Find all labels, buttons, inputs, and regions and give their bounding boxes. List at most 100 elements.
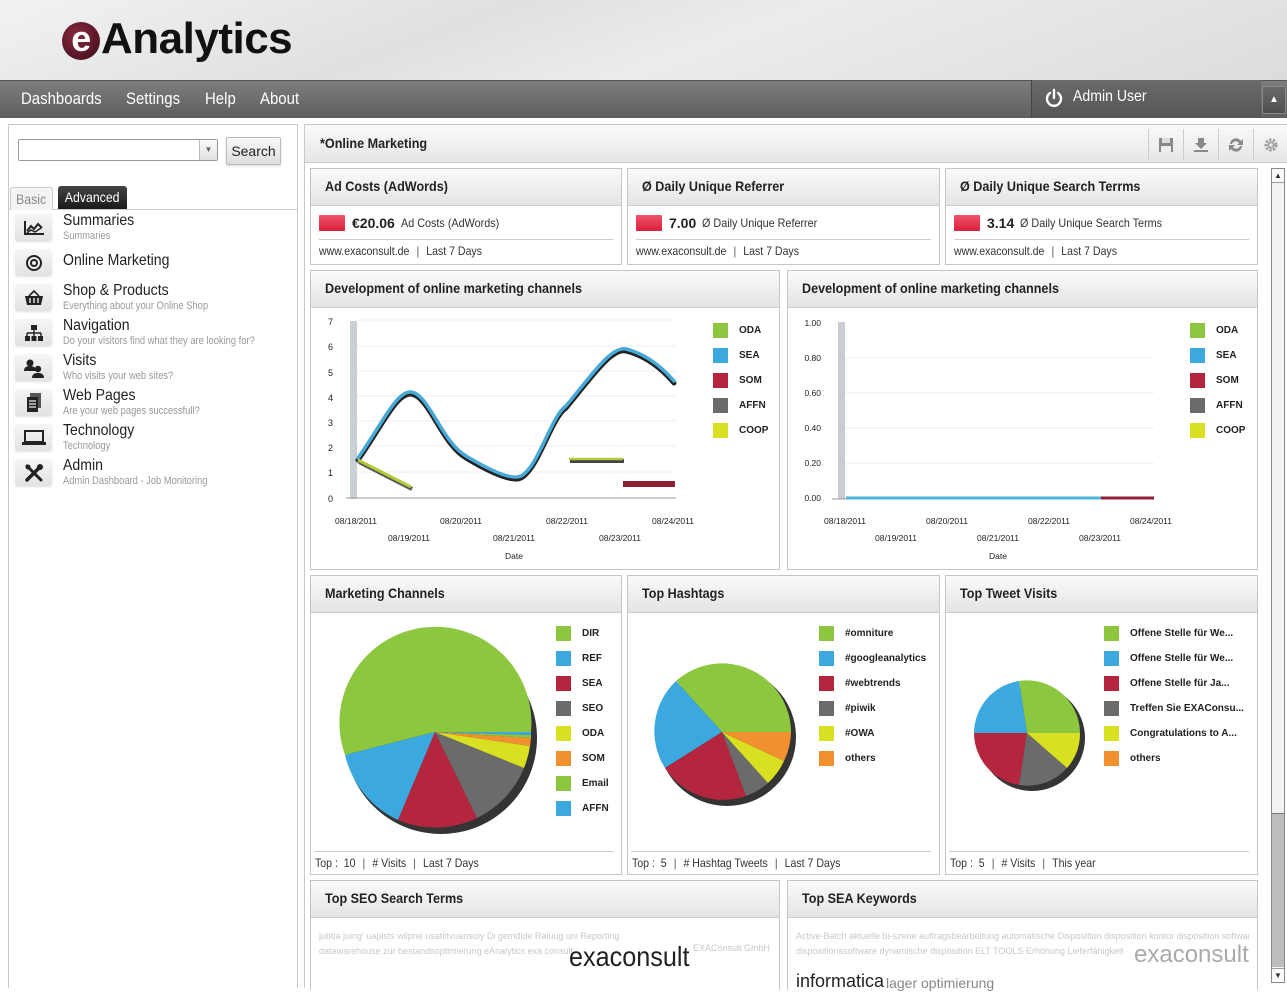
legend-item[interactable]: Offene Stelle für We...: [1104, 646, 1244, 671]
nav-about[interactable]: About: [260, 89, 300, 108]
legend-item[interactable]: Congratulations to A...: [1104, 721, 1244, 746]
sidebar: ▼ Search Basic Advanced Summaries Summar…: [8, 124, 298, 988]
legend-item[interactable]: Email: [556, 771, 609, 796]
app-logo[interactable]: e Analytics: [62, 14, 293, 64]
swatch-icon: [819, 751, 834, 766]
legend-item[interactable]: SEA: [556, 671, 609, 696]
swatch-icon: [1104, 651, 1119, 666]
sidebar-item-title: Navigation: [63, 317, 130, 334]
save-button[interactable]: [1148, 129, 1182, 160]
legend-item[interactable]: #googleanalytics: [819, 646, 926, 671]
nav-dashboards[interactable]: Dashboards: [21, 89, 102, 108]
sidebar-item-technology[interactable]: Technology Technology: [9, 422, 298, 457]
legend-label: #OWA: [845, 728, 875, 739]
legend-item[interactable]: AFFN: [556, 796, 609, 821]
kpi-panel-daily-referrer: Ø Daily Unique Referrer 7.00 Ø Daily Uni…: [627, 168, 940, 265]
settings-button[interactable]: [1253, 129, 1287, 160]
panel-header[interactable]: Ø Daily Unique Referrer: [628, 169, 939, 206]
legend-item[interactable]: SEO: [556, 696, 609, 721]
legend-item[interactable]: COOP: [1190, 418, 1245, 443]
swatch-icon: [1190, 323, 1205, 338]
refresh-button[interactable]: [1218, 129, 1252, 160]
sidebar-item-title: Visits: [63, 352, 97, 369]
cloud-term[interactable]: EXAConsult GmbH: [693, 943, 771, 953]
sidebar-item-visits[interactable]: Visits Who visits your web sites?: [9, 352, 298, 387]
cloud-term-highlight[interactable]: exaconsult: [1134, 941, 1249, 968]
legend-label: AFFN: [582, 803, 609, 814]
dashboard-list: Summaries Summaries Online Marketing Sho…: [9, 212, 298, 492]
sitemap-icon: [15, 319, 52, 346]
legend-item[interactable]: others: [819, 746, 926, 771]
dashboard-scrollbar[interactable]: ▲ ▼: [1271, 168, 1285, 983]
nav-help[interactable]: Help: [205, 89, 236, 108]
legend-item[interactable]: Offene Stelle für We...: [1104, 621, 1244, 646]
sidebar-item-navigation[interactable]: Navigation Do your visitors find what th…: [9, 317, 298, 352]
legend-item[interactable]: SOM: [556, 746, 609, 771]
user-menu[interactable]: Admin User: [1031, 80, 1261, 118]
legend-label: COOP: [739, 425, 769, 436]
cloud-term[interactable]: informatica: [796, 971, 885, 991]
legend-item[interactable]: Treffen Sie EXAConsu...: [1104, 696, 1244, 721]
export-button[interactable]: [1183, 129, 1217, 160]
swatch-icon: [713, 348, 728, 363]
y-tick: 0.20: [804, 458, 821, 468]
swatch-icon: [713, 398, 728, 413]
nav-settings[interactable]: Settings: [126, 89, 181, 108]
legend-item[interactable]: SEA: [713, 343, 768, 368]
panel-header[interactable]: Ø Daily Unique Search Terrms: [946, 169, 1257, 206]
panel-header[interactable]: Top SEO Search Terms: [311, 881, 779, 918]
panel-header[interactable]: Ad Costs (AdWords): [311, 169, 621, 206]
legend-item[interactable]: AFFN: [1190, 393, 1245, 418]
sidebar-item-online-marketing[interactable]: Online Marketing: [9, 247, 298, 282]
search-dropdown-toggle[interactable]: ▼: [199, 140, 217, 160]
panel-header[interactable]: Development of online marketing channels: [311, 271, 779, 308]
legend-item[interactable]: SEA: [1190, 343, 1245, 368]
cloud-term-highlight[interactable]: exaconsult: [569, 941, 690, 972]
pie-chart: [654, 663, 796, 806]
sidebar-item-summaries[interactable]: Summaries Summaries: [9, 212, 298, 247]
legend-label: DIR: [582, 628, 600, 639]
tab-advanced[interactable]: Advanced: [58, 186, 127, 209]
legend-item[interactable]: COOP: [713, 418, 768, 443]
scroll-up-icon[interactable]: ▲: [1272, 169, 1284, 183]
search-input[interactable]: [19, 140, 199, 160]
legend-item[interactable]: DIR: [556, 621, 609, 646]
collapse-header-button[interactable]: ▲: [1262, 86, 1286, 114]
legend-item[interactable]: ODA: [1190, 318, 1245, 343]
sidebar-item-title: Shop & Products: [63, 282, 169, 299]
range: Last 7 Days: [784, 856, 841, 870]
kpi-range: Last 7 Days: [743, 244, 800, 258]
legend-item[interactable]: AFFN: [713, 393, 768, 418]
legend-item[interactable]: ODA: [556, 721, 609, 746]
legend-item[interactable]: SOM: [713, 368, 768, 393]
legend-item[interactable]: #omniture: [819, 621, 926, 646]
scroll-down-icon[interactable]: ▼: [1272, 968, 1284, 982]
panel-header[interactable]: Top SEA Keywords: [788, 881, 1257, 918]
power-icon[interactable]: [1044, 88, 1064, 108]
legend-item[interactable]: others: [1104, 746, 1244, 771]
swatch-icon: [1190, 398, 1205, 413]
legend-item[interactable]: REF: [556, 646, 609, 671]
search-button[interactable]: Search: [226, 137, 281, 165]
sidebar-item-subtitle: Admin Dashboard - Job Monitoring: [63, 475, 208, 487]
tab-basic[interactable]: Basic: [10, 187, 53, 210]
scroll-thumb[interactable]: [1272, 813, 1284, 967]
panel-header[interactable]: Top Tweet Visits: [946, 576, 1257, 613]
legend-item[interactable]: #piwik: [819, 696, 926, 721]
sidebar-item-web-pages[interactable]: Web Pages Are your web pages successfull…: [9, 387, 298, 422]
search-combobox[interactable]: ▼: [18, 139, 218, 161]
panel-header[interactable]: Top Hashtags: [628, 576, 939, 613]
sidebar-item-shop-products[interactable]: Shop & Products Everything about your On…: [9, 282, 298, 317]
legend-item[interactable]: Offene Stelle für Ja...: [1104, 671, 1244, 696]
legend-item[interactable]: SOM: [1190, 368, 1245, 393]
panel-header[interactable]: Development of online marketing channels: [788, 271, 1257, 308]
kpi-label: Ad Costs (AdWords): [400, 216, 500, 230]
kpi-site: www.exaconsult.de: [319, 244, 410, 258]
legend-item[interactable]: #webtrends: [819, 671, 926, 696]
panel-header[interactable]: Marketing Channels: [311, 576, 621, 613]
cloud-term[interactable]: lager optimierung: [886, 975, 995, 991]
legend-item[interactable]: #OWA: [819, 721, 926, 746]
sidebar-tabs: Basic Advanced: [9, 186, 298, 210]
legend-item[interactable]: ODA: [713, 318, 768, 343]
sidebar-item-admin[interactable]: Admin Admin Dashboard - Job Monitoring: [9, 457, 298, 492]
